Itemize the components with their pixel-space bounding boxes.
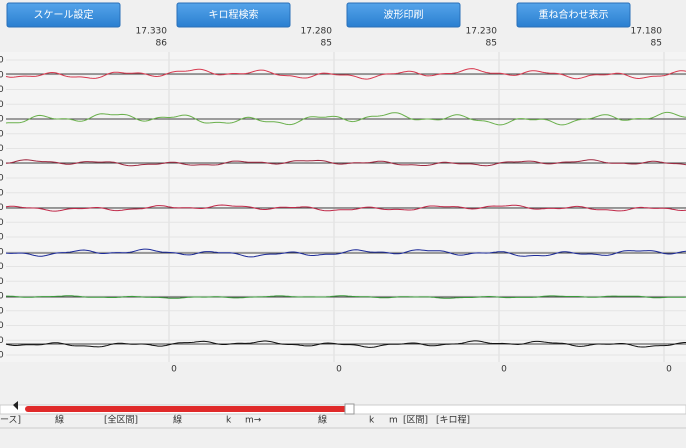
toolbar-button[interactable]: スケール設定 <box>6 2 121 28</box>
column-value: 86 <box>156 39 168 49</box>
status-text: 線 <box>318 414 327 426</box>
toolbar-button[interactable]: 波形印刷 <box>346 2 461 28</box>
waveform <box>5 204 686 212</box>
left-label: 0 <box>0 292 4 302</box>
left-label: 0 <box>0 85 4 95</box>
left-label: 0 <box>0 70 4 80</box>
button-face <box>6 2 121 28</box>
column-value: 85 <box>486 39 497 49</box>
waveform <box>5 159 686 167</box>
toolbar-button[interactable]: 重ね合わせ表示 <box>516 2 631 28</box>
left-label: 0 <box>0 100 4 110</box>
status-text: m <box>389 416 398 426</box>
waveform <box>5 68 686 80</box>
left-label: 0 <box>0 321 4 331</box>
status-text: k <box>226 416 232 426</box>
left-label: 0 <box>0 233 4 243</box>
status-text: m→ <box>245 416 262 426</box>
left-label: 0 <box>0 129 4 139</box>
button-label: 波形印刷 <box>384 8 424 21</box>
button-face <box>346 2 461 28</box>
button-label: スケール設定 <box>34 8 94 21</box>
status-text: [キロ程] <box>436 415 470 426</box>
slider-thumb[interactable] <box>344 403 355 415</box>
column-value: 85 <box>321 39 332 49</box>
status-text: [全区間] <box>104 414 138 426</box>
status-text: k <box>369 416 375 426</box>
left-label: 0 <box>0 218 4 228</box>
left-label: 0 <box>0 56 4 66</box>
bottom-label: 0 <box>501 365 507 375</box>
left-label: 0 <box>0 306 4 316</box>
slider-left-arrow[interactable] <box>13 401 18 410</box>
left-label: 0 <box>0 115 4 125</box>
button-label: キロ程検索 <box>209 8 259 21</box>
button-label: 重ね合わせ表示 <box>539 8 609 21</box>
left-label: 0 <box>0 159 4 169</box>
km-label: 17.330 <box>136 27 168 37</box>
button-face <box>176 2 291 28</box>
left-label: 0 <box>0 174 4 184</box>
waveform <box>5 111 686 126</box>
bottom-label: 0 <box>336 365 342 375</box>
bottom-label: 0 <box>666 365 672 375</box>
status-text: 線 <box>55 414 64 426</box>
waveform <box>5 248 686 258</box>
left-label: 0 <box>0 336 4 346</box>
bottom-label: 0 <box>171 365 177 375</box>
left-label: 0 <box>0 277 4 287</box>
button-face <box>516 2 631 28</box>
left-label: 0 <box>0 262 4 272</box>
slider-fill <box>25 406 350 412</box>
left-label: 0 <box>0 351 4 361</box>
km-label: 17.180 <box>631 27 663 37</box>
left-label: 0 <box>0 188 4 198</box>
km-label: 17.280 <box>301 27 333 37</box>
waveform <box>5 340 686 348</box>
left-label: 0 <box>0 144 4 154</box>
left-label: 0 <box>0 203 4 213</box>
toolbar-button[interactable]: キロ程検索 <box>176 2 291 28</box>
status-text: [区間] <box>403 415 428 426</box>
left-label: 0 <box>0 247 4 257</box>
waveform <box>6 295 686 299</box>
status-text: ース] <box>0 416 21 426</box>
km-label: 17.230 <box>466 27 498 37</box>
column-value: 85 <box>651 39 662 49</box>
status-text: 線 <box>173 414 182 426</box>
